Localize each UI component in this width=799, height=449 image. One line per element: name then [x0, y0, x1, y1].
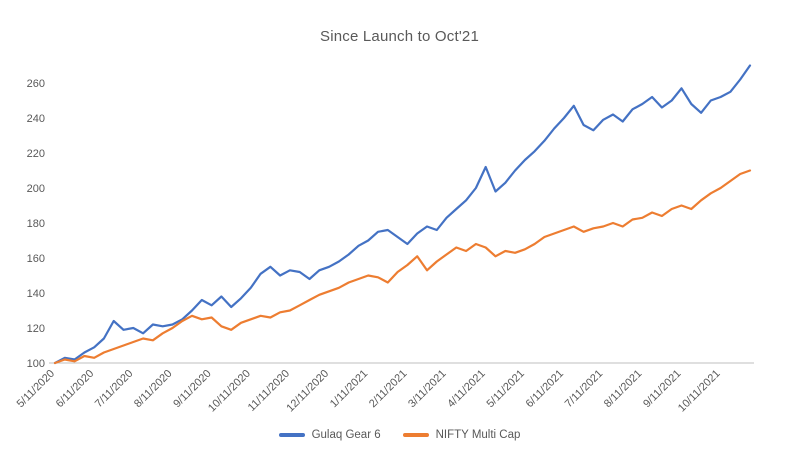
- x-axis-tick-label: 1/11/2021: [328, 368, 371, 411]
- y-axis-tick-label: 200: [27, 183, 45, 195]
- y-axis-tick-label: 220: [27, 148, 45, 160]
- x-axis-tick-label: 10/11/2021: [676, 368, 723, 415]
- y-axis-tick-label: 180: [27, 218, 45, 230]
- legend-swatch-gulaq-gear-6: [278, 433, 305, 437]
- legend-label-gulaq-gear-6: Gulaq Gear 6: [311, 429, 381, 441]
- x-axis-tick-label: 8/11/2021: [602, 368, 645, 411]
- x-axis-tick-label: 4/11/2021: [445, 368, 488, 411]
- y-axis-tick-label: 260: [27, 78, 45, 90]
- series-line-gulaq-gear-6: [53, 64, 752, 365]
- y-axis-tick-label: 120: [27, 323, 45, 335]
- y-axis-tick-label: 140: [27, 288, 45, 300]
- x-axis-tick-label: 5/11/2021: [484, 368, 527, 411]
- chart-legend: Gulaq Gear 6 NIFTY Multi Cap: [0, 429, 799, 441]
- x-axis-tick-label: 7/11/2020: [93, 368, 136, 411]
- y-axis-tick-label: 100: [27, 358, 45, 370]
- legend-item-gulaq-gear-6: Gulaq Gear 6: [278, 429, 381, 441]
- x-axis-tick-label: 8/11/2020: [132, 368, 175, 411]
- x-axis-tick-label: 2/11/2021: [367, 368, 410, 411]
- x-axis-tick-label: 12/11/2020: [284, 368, 331, 415]
- legend-item-nifty-multi-cap: NIFTY Multi Cap: [402, 429, 521, 441]
- legend-swatch-nifty-multi-cap: [402, 433, 429, 437]
- y-axis-tick-label: 160: [27, 253, 45, 265]
- x-axis-tick-label: 7/11/2021: [563, 368, 606, 411]
- legend-label-nifty-multi-cap: NIFTY Multi Cap: [435, 429, 521, 441]
- x-axis-tick-label: 6/11/2021: [524, 368, 567, 411]
- y-axis-tick-label: 240: [27, 113, 45, 125]
- x-axis-tick-label: 3/11/2021: [406, 368, 449, 411]
- x-axis-tick-label: 6/11/2020: [54, 368, 97, 411]
- series-line-nifty-multi-cap: [53, 169, 752, 365]
- chart-title: Since Launch to Oct'21: [319, 28, 480, 45]
- x-axis-tick-label: 5/11/2020: [15, 368, 58, 411]
- x-axis-tick-label: 10/11/2020: [206, 368, 253, 415]
